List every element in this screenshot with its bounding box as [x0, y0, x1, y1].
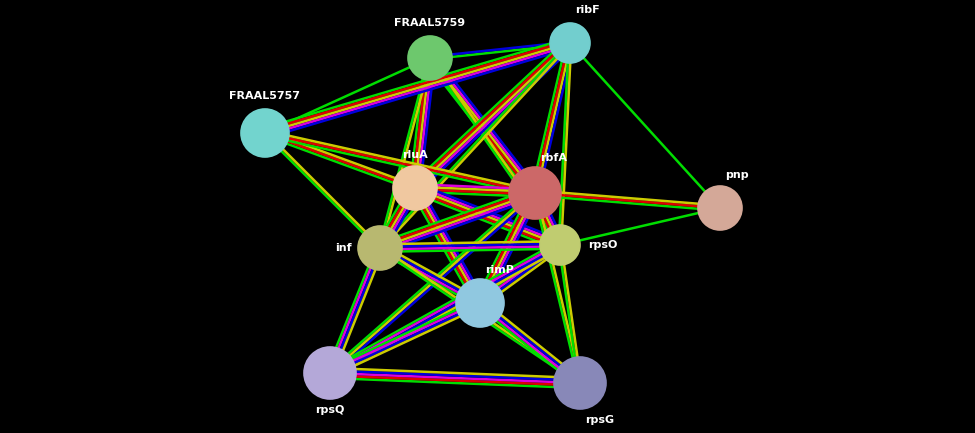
Text: rluA: rluA — [402, 150, 428, 160]
Text: rpsO: rpsO — [588, 240, 617, 250]
Text: ribF: ribF — [575, 5, 600, 15]
Circle shape — [241, 109, 289, 157]
Text: FRAAL5757: FRAAL5757 — [229, 91, 300, 101]
Circle shape — [408, 36, 452, 80]
Circle shape — [550, 23, 590, 63]
Circle shape — [509, 167, 561, 219]
Text: pnp: pnp — [725, 170, 749, 180]
Circle shape — [698, 186, 742, 230]
Circle shape — [554, 357, 606, 409]
Text: inf: inf — [335, 243, 352, 253]
Circle shape — [456, 279, 504, 327]
Text: rpsQ: rpsQ — [315, 405, 345, 415]
Circle shape — [540, 225, 580, 265]
Text: rimP: rimP — [485, 265, 514, 275]
Text: FRAAL5759: FRAAL5759 — [395, 18, 466, 28]
Circle shape — [358, 226, 402, 270]
Text: rbfA: rbfA — [540, 153, 567, 163]
Circle shape — [304, 347, 356, 399]
Text: rpsG: rpsG — [585, 415, 614, 425]
Circle shape — [393, 166, 437, 210]
